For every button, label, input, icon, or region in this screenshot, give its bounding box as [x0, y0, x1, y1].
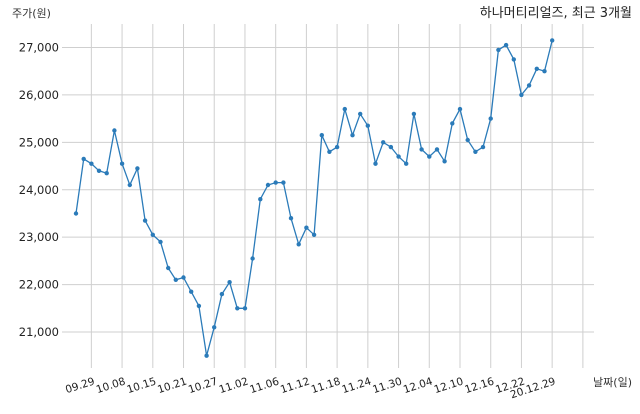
data-point [542, 69, 547, 74]
data-point [104, 171, 109, 176]
data-point [288, 216, 294, 221]
y-axis-label: 주가(원) [12, 7, 51, 20]
data-point [480, 144, 486, 150]
chart-title: 하나머티리얼즈, 최근 3개월 [480, 6, 632, 21]
data-point [296, 242, 301, 247]
data-point [519, 92, 524, 98]
x-tick-label: 11.30 [371, 375, 403, 396]
data-point [419, 147, 424, 152]
x-tick-label: 09.29 [64, 375, 96, 396]
price-series-line [75, 40, 553, 356]
x-tick-label: 11.06 [248, 375, 281, 396]
data-point [465, 137, 470, 143]
y-tick-label: 27,000 [19, 41, 59, 55]
data-point [473, 149, 478, 154]
data-point [488, 116, 493, 121]
data-point [404, 161, 409, 166]
data-point [496, 47, 501, 53]
data-point [173, 277, 178, 282]
data-point [112, 128, 117, 133]
data-point [150, 232, 155, 237]
x-tick-label: 10.15 [125, 375, 157, 396]
y-tick-label: 23,000 [19, 230, 59, 244]
grid-lines [62, 24, 594, 368]
data-point [258, 197, 263, 202]
data-point [265, 182, 271, 188]
x-tick-label: 12.16 [463, 375, 496, 396]
data-point [427, 154, 432, 159]
data-point [281, 180, 286, 185]
data-point [434, 147, 440, 152]
data-point [511, 57, 516, 62]
data-point [334, 144, 340, 150]
data-point [550, 38, 555, 43]
x-tick-label: 11.02 [218, 375, 250, 396]
data-point [73, 211, 79, 216]
data-point [503, 42, 509, 48]
data-point [534, 66, 539, 72]
x-tick-label: 10.27 [187, 375, 219, 396]
data-point [526, 83, 532, 88]
data-point [442, 159, 447, 164]
data-point [250, 256, 255, 261]
data-point [358, 111, 363, 117]
data-point [327, 149, 332, 154]
data-point [242, 306, 248, 311]
y-tick-label: 21,000 [19, 325, 59, 339]
data-point [204, 353, 209, 358]
data-point [350, 133, 355, 138]
data-point [396, 154, 401, 159]
data-point [273, 180, 278, 185]
data-point [365, 123, 370, 128]
data-point [81, 156, 86, 162]
data-point [181, 275, 186, 280]
data-point [212, 325, 217, 330]
data-point [235, 306, 240, 311]
data-point [227, 280, 232, 285]
y-tick-label: 24,000 [19, 183, 59, 197]
data-point [457, 106, 463, 112]
x-tick-label: 12.04 [402, 375, 435, 396]
data-point [158, 239, 163, 245]
data-point [411, 111, 417, 117]
x-tick-label: 11.18 [310, 375, 342, 396]
x-tick-label: 12.10 [433, 375, 465, 396]
data-point [189, 289, 194, 294]
data-point [304, 225, 309, 230]
data-point [311, 232, 317, 237]
data-point [196, 303, 202, 309]
data-point [119, 161, 125, 166]
data-point [219, 291, 225, 297]
data-point [89, 161, 94, 166]
x-axis-tick-labels: 09.2910.0810.1510.2110.2711.0211.0611.12… [64, 375, 557, 401]
data-point [373, 161, 378, 166]
data-point [142, 218, 148, 223]
data-point [127, 182, 132, 188]
data-point [388, 144, 394, 150]
data-point [319, 133, 324, 138]
x-tick-label: 10.08 [95, 375, 127, 396]
data-point [96, 168, 102, 173]
price-data-points [73, 38, 555, 358]
x-tick-label: 11.12 [279, 375, 311, 396]
x-tick-label: 10.21 [156, 375, 188, 396]
data-point [450, 121, 455, 126]
y-axis-tick-labels: 21,000 22,000 23,000 24,000 25,000 26,000 27,0… [19, 41, 59, 340]
y-tick-label: 25,000 [19, 135, 59, 149]
data-point [135, 166, 140, 171]
y-tick-label: 26,000 [19, 88, 59, 102]
data-point [381, 140, 386, 145]
y-tick-label: 22,000 [19, 278, 59, 292]
data-point [166, 265, 171, 271]
data-point [342, 106, 347, 112]
x-tick-label: 11.24 [340, 375, 373, 396]
x-axis-label: 날짜(일) [593, 375, 632, 389]
